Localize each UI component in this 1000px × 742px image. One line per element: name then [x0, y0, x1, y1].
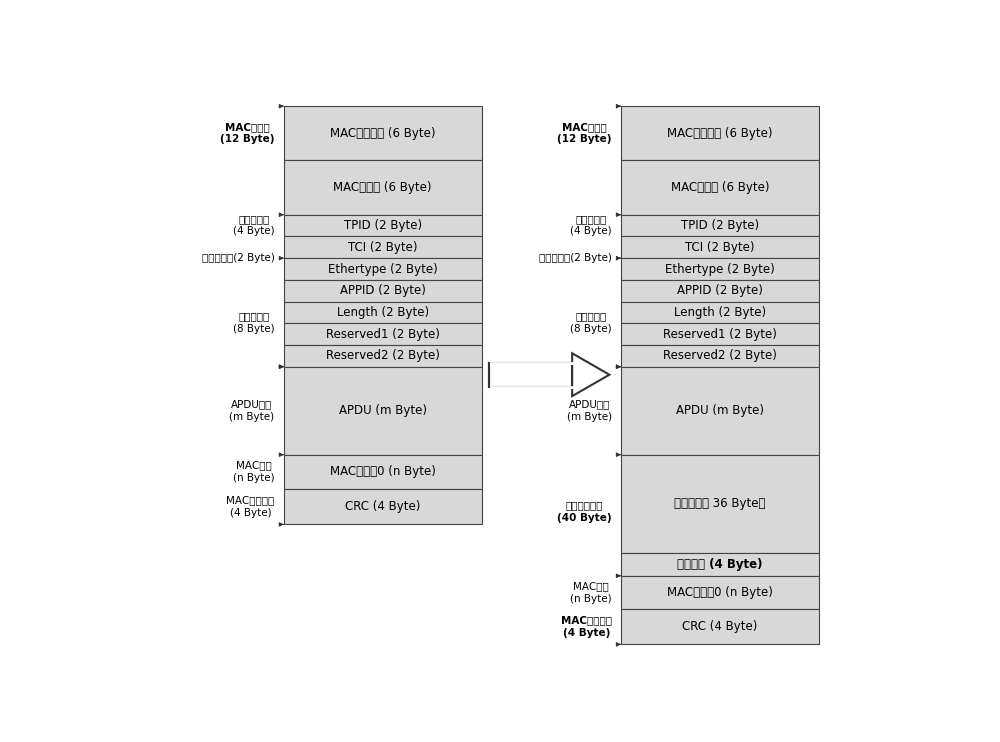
- Bar: [284, 455, 482, 489]
- Text: 以太网方式
(8 Byte): 以太网方式 (8 Byte): [570, 312, 612, 334]
- Text: TCI (2 Byte): TCI (2 Byte): [685, 241, 755, 254]
- Text: MAC计算校验
(4 Byte): MAC计算校验 (4 Byte): [561, 615, 612, 638]
- Text: 优先级标记
(4 Byte): 优先级标记 (4 Byte): [233, 214, 275, 236]
- Text: APDU (m Byte): APDU (m Byte): [339, 404, 427, 417]
- Polygon shape: [572, 353, 609, 396]
- Bar: [621, 214, 819, 237]
- Text: MAC填充
(n Byte): MAC填充 (n Byte): [233, 461, 275, 483]
- Text: APDU报文
(m Byte): APDU报文 (m Byte): [567, 399, 612, 422]
- Bar: [621, 324, 819, 345]
- Text: MAC填充补0 (n Byte): MAC填充补0 (n Byte): [667, 586, 773, 599]
- Text: MAC源地址 (6 Byte): MAC源地址 (6 Byte): [671, 181, 769, 194]
- Text: MAC目的地址 (6 Byte): MAC目的地址 (6 Byte): [330, 127, 435, 139]
- Text: Ethertype (2 Byte): Ethertype (2 Byte): [328, 263, 438, 275]
- Bar: [621, 301, 819, 324]
- Bar: [284, 106, 482, 160]
- Bar: [621, 160, 819, 214]
- Text: Ethertype (2 Byte): Ethertype (2 Byte): [665, 263, 775, 275]
- Text: 身份认证（ 36 Byte）: 身份认证（ 36 Byte）: [674, 497, 766, 510]
- Text: 以太网方式
(8 Byte): 以太网方式 (8 Byte): [233, 312, 275, 334]
- Text: 以太网类型(2 Byte): 以太网类型(2 Byte): [202, 253, 275, 263]
- Text: MAC填充
(n Byte): MAC填充 (n Byte): [570, 581, 612, 603]
- Bar: [621, 345, 819, 367]
- Text: MAC目的地址 (6 Byte): MAC目的地址 (6 Byte): [667, 127, 773, 139]
- Text: Length (2 Byte): Length (2 Byte): [337, 306, 429, 319]
- Bar: [284, 324, 482, 345]
- Text: APDU (m Byte): APDU (m Byte): [676, 404, 764, 417]
- Text: Reserved2 (2 Byte): Reserved2 (2 Byte): [326, 349, 440, 362]
- Text: APPID (2 Byte): APPID (2 Byte): [677, 284, 763, 298]
- Text: 认证扩展报文
(40 Byte): 认证扩展报文 (40 Byte): [557, 501, 612, 523]
- Bar: [284, 160, 482, 214]
- Text: MAC填充补0 (n Byte): MAC填充补0 (n Byte): [330, 465, 436, 479]
- Bar: [621, 367, 819, 455]
- Text: Reserved1 (2 Byte): Reserved1 (2 Byte): [663, 328, 777, 341]
- Text: CRC (4 Byte): CRC (4 Byte): [345, 500, 420, 513]
- Text: APDU报文
(m Byte): APDU报文 (m Byte): [229, 399, 275, 422]
- Text: MAC报文头
(12 Byte): MAC报文头 (12 Byte): [557, 122, 612, 144]
- Text: APPID (2 Byte): APPID (2 Byte): [340, 284, 426, 298]
- Text: TCI (2 Byte): TCI (2 Byte): [348, 241, 417, 254]
- Text: 以太网类型(2 Byte): 以太网类型(2 Byte): [539, 253, 612, 263]
- Text: TPID (2 Byte): TPID (2 Byte): [681, 219, 759, 232]
- Text: CRC (4 Byte): CRC (4 Byte): [682, 620, 758, 633]
- Bar: [621, 280, 819, 301]
- Text: MAC计算校验
(4 Byte): MAC计算校验 (4 Byte): [226, 496, 275, 518]
- Text: Length (2 Byte): Length (2 Byte): [674, 306, 766, 319]
- Text: Reserved1 (2 Byte): Reserved1 (2 Byte): [326, 328, 440, 341]
- Bar: [284, 237, 482, 258]
- Text: MAC报文头
(12 Byte): MAC报文头 (12 Byte): [220, 122, 275, 144]
- Bar: [284, 489, 482, 525]
- Bar: [621, 609, 819, 644]
- Bar: [284, 214, 482, 237]
- Text: 优先级标记
(4 Byte): 优先级标记 (4 Byte): [570, 214, 612, 236]
- Bar: [621, 237, 819, 258]
- Bar: [621, 258, 819, 280]
- Bar: [621, 576, 819, 609]
- Bar: [621, 455, 819, 553]
- Bar: [621, 106, 819, 160]
- Text: 消息认证 (4 Byte): 消息认证 (4 Byte): [677, 558, 763, 571]
- Text: MAC源地址 (6 Byte): MAC源地址 (6 Byte): [333, 181, 432, 194]
- Bar: [284, 345, 482, 367]
- Text: Reserved2 (2 Byte): Reserved2 (2 Byte): [663, 349, 777, 362]
- Text: TPID (2 Byte): TPID (2 Byte): [344, 219, 422, 232]
- Bar: [621, 553, 819, 576]
- Bar: [489, 363, 572, 387]
- Bar: [284, 367, 482, 455]
- Bar: [284, 280, 482, 301]
- Bar: [284, 258, 482, 280]
- Bar: [284, 301, 482, 324]
